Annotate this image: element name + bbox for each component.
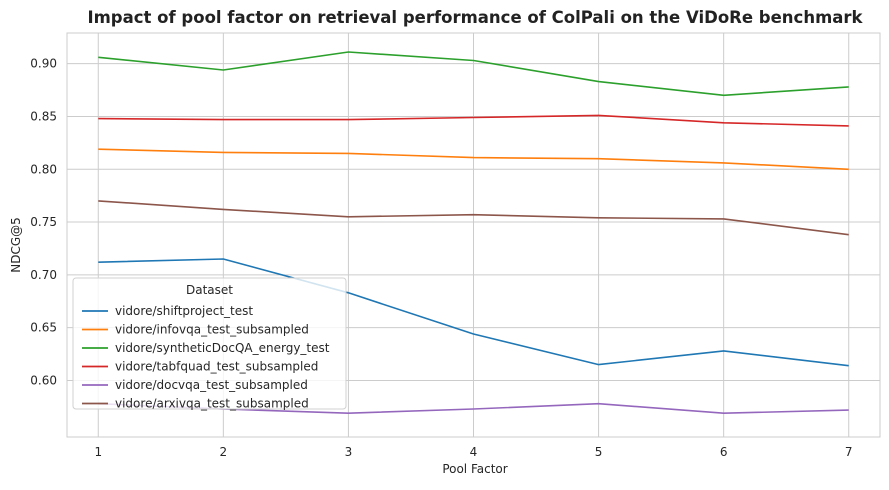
y-tick-label: 0.70 xyxy=(30,268,57,282)
series-line-1 xyxy=(98,148,849,171)
y-tick-label: 0.90 xyxy=(30,57,57,71)
series-line-5 xyxy=(98,200,849,236)
legend: Dataset vidore/shiftproject_test vidore/in… xyxy=(72,277,347,411)
x-tick-label: 2 xyxy=(220,445,228,459)
chart-title: Impact of pool factor on retrieval perfo… xyxy=(87,8,863,27)
y-tick-label: 0.65 xyxy=(30,321,57,335)
legend-entry-0: vidore/shiftproject_test xyxy=(115,304,253,318)
legend-entry-4: vidore/docvqa_test_subsampled xyxy=(115,378,308,392)
y-tick-label: 0.80 xyxy=(30,162,57,176)
x-tick-label: 4 xyxy=(470,445,478,459)
axis-ticks: 1 2 3 4 5 6 7 0.60 0.65 0.70 0.75 0.80 0.85 0.90 xyxy=(30,57,852,459)
x-tick-label: 6 xyxy=(720,445,728,459)
legend-entry-2: vidore/syntheticDocQA_energy_test xyxy=(115,341,330,355)
legend-entry-3: vidore/tabfquad_test_subsampled xyxy=(115,360,318,374)
x-axis-label: Pool Factor xyxy=(442,462,507,476)
y-tick-label: 0.60 xyxy=(30,373,57,387)
x-tick-label: 5 xyxy=(595,445,603,459)
y-axis-label: NDCG@5 xyxy=(9,217,23,273)
series-line-0 xyxy=(98,258,849,367)
x-tick-label: 7 xyxy=(845,445,853,459)
legend-title: Dataset xyxy=(186,283,233,297)
legend-box xyxy=(72,277,347,410)
legend-entry-1: vidore/infovqa_test_subsampled xyxy=(115,323,309,337)
x-tick-label: 3 xyxy=(345,445,353,459)
x-tick-label: 1 xyxy=(94,445,102,459)
y-tick-label: 0.85 xyxy=(30,109,57,123)
series-line-2 xyxy=(98,51,849,97)
legend-entry-5: vidore/arxivqa_test_subsampled xyxy=(115,397,309,411)
series-line-3 xyxy=(98,114,849,127)
y-tick-label: 0.75 xyxy=(30,215,57,229)
